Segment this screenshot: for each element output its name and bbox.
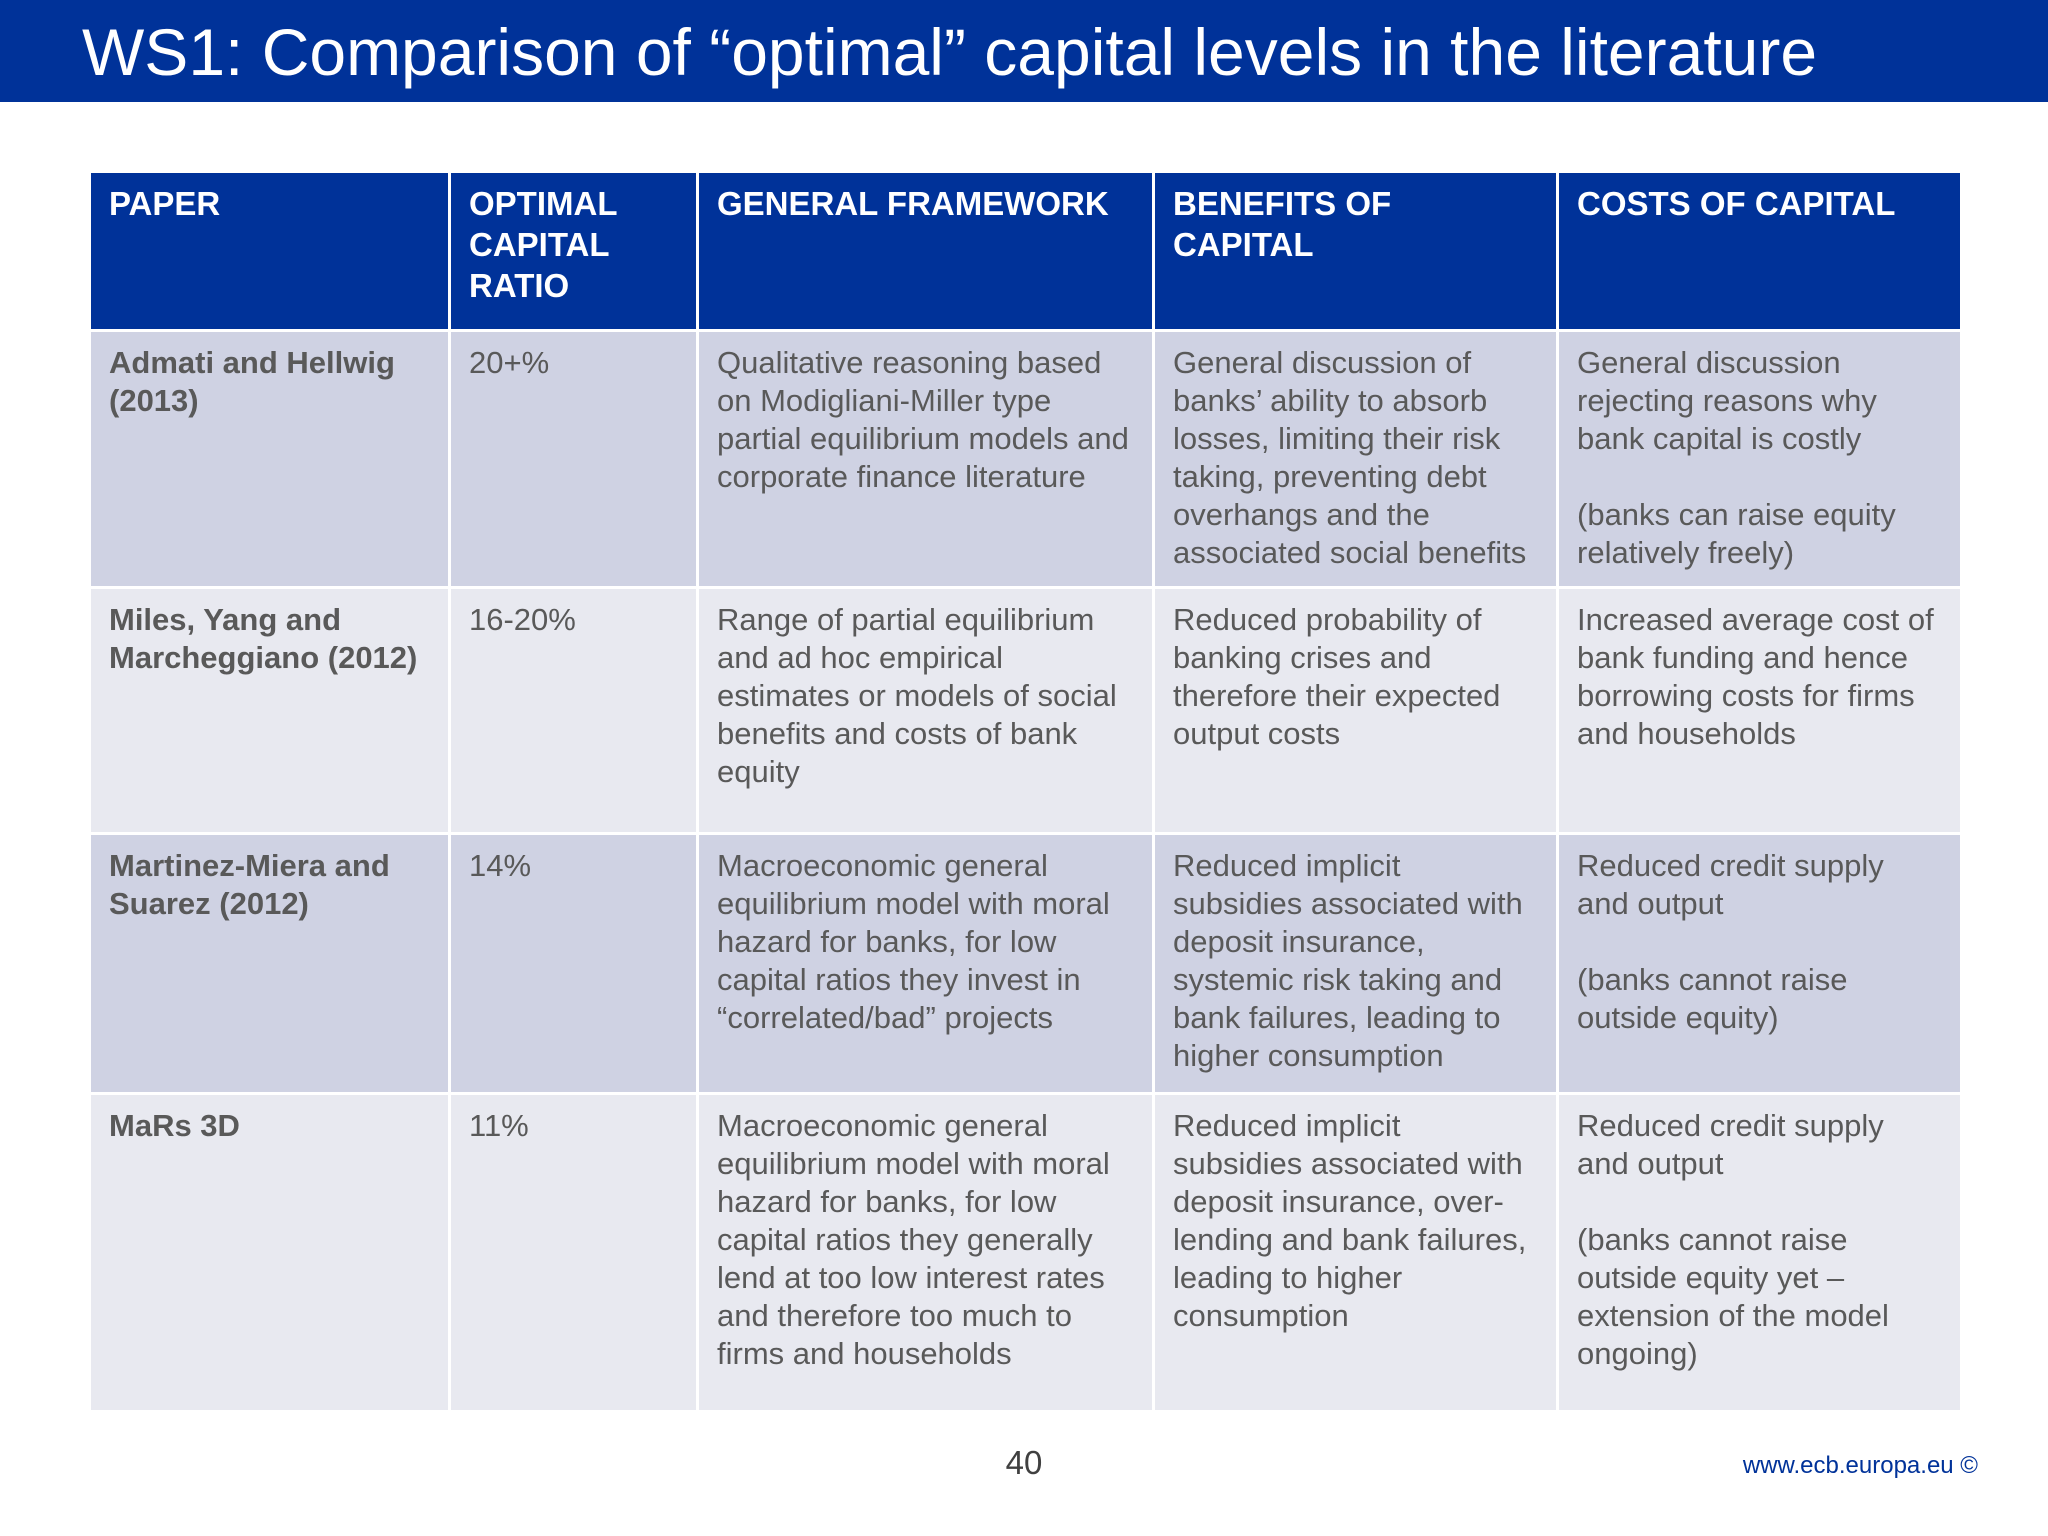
costs-note: (banks cannot raise outside equity yet –… [1577, 1222, 1889, 1371]
cell-benefits: Reduced implicit subsidies associated wi… [1152, 1092, 1559, 1413]
table-row: Martinez-Miera and Suarez (2012) 14% Mac… [88, 832, 1963, 1095]
costs-text: Reduced credit supply and output [1577, 848, 1884, 921]
literature-comparison-table: PAPER OPTIMAL CAPITAL RATIO GENERAL FRAM… [88, 170, 1963, 1413]
cell-costs: General discussion rejecting reasons why… [1556, 329, 1963, 589]
cell-costs: Increased average cost of bank funding a… [1556, 586, 1963, 835]
title-bar: WS1: Comparison of “optimal” capital lev… [0, 0, 2048, 102]
page-number: 40 [1005, 1444, 1043, 1481]
header-benefits-of-capital: BENEFITS OF CAPITAL [1152, 170, 1559, 332]
slide-title: WS1: Comparison of “optimal” capital lev… [82, 15, 1818, 89]
paragraph-gap [1577, 1183, 1942, 1221]
cell-paper: Martinez-Miera and Suarez (2012) [88, 832, 451, 1095]
costs-note: (banks cannot raise outside equity) [1577, 962, 1848, 1035]
cell-framework: Macroeconomic general equilibrium model … [696, 1092, 1155, 1413]
header-costs-of-capital: COSTS OF CAPITAL [1556, 170, 1963, 332]
footer-url[interactable]: www.ecb.europa.eu © [1742, 1452, 1978, 1479]
cell-benefits: Reduced probability of banking crises an… [1152, 586, 1559, 835]
header-optimal-capital-ratio: OPTIMAL CAPITAL RATIO [448, 170, 699, 332]
cell-framework: Qualitative reasoning based on Modiglian… [696, 329, 1155, 589]
cell-ratio: 16-20% [448, 586, 699, 835]
paragraph-gap [1577, 923, 1942, 961]
cell-ratio: 20+% [448, 329, 699, 589]
cell-benefits: Reduced implicit subsidies associated wi… [1152, 832, 1559, 1095]
table-header-row: PAPER OPTIMAL CAPITAL RATIO GENERAL FRAM… [88, 170, 1963, 332]
costs-note: (banks can raise equity relatively freel… [1577, 497, 1896, 570]
costs-text: General discussion rejecting reasons why… [1577, 345, 1877, 456]
header-paper: PAPER [88, 170, 451, 332]
cell-paper: MaRs 3D [88, 1092, 451, 1413]
table-row: MaRs 3D 11% Macroeconomic general equili… [88, 1092, 1963, 1413]
paragraph-gap [1577, 458, 1942, 496]
table-row: Miles, Yang and Marcheggiano (2012) 16-2… [88, 586, 1963, 835]
cell-costs: Reduced credit supply and output (banks … [1556, 832, 1963, 1095]
costs-text: Reduced credit supply and output [1577, 1108, 1884, 1181]
cell-paper: Admati and Hellwig (2013) [88, 329, 451, 589]
cell-framework: Range of partial equilibrium and ad hoc … [696, 586, 1155, 835]
cell-costs: Reduced credit supply and output (banks … [1556, 1092, 1963, 1413]
cell-benefits: General discussion of banks’ ability to … [1152, 329, 1559, 589]
cell-ratio: 14% [448, 832, 699, 1095]
cell-framework: Macroeconomic general equilibrium model … [696, 832, 1155, 1095]
header-general-framework: GENERAL FRAMEWORK [696, 170, 1155, 332]
table-row: Admati and Hellwig (2013) 20+% Qualitati… [88, 329, 1963, 589]
cell-ratio: 11% [448, 1092, 699, 1413]
cell-paper: Miles, Yang and Marcheggiano (2012) [88, 586, 451, 835]
